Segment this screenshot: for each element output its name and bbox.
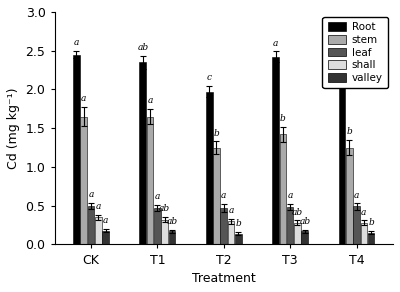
Text: a: a	[81, 94, 86, 103]
Bar	[213, 147, 220, 244]
Bar	[220, 208, 227, 244]
Text: b: b	[346, 127, 352, 136]
Bar	[368, 233, 374, 244]
Bar	[287, 207, 294, 244]
Bar	[161, 220, 168, 244]
X-axis label: Treatment: Treatment	[192, 272, 256, 285]
Text: c: c	[207, 74, 212, 82]
Text: a: a	[288, 191, 293, 200]
Text: b: b	[236, 219, 241, 228]
Bar	[272, 57, 279, 244]
Text: b: b	[368, 218, 374, 227]
Text: a: a	[148, 96, 153, 105]
Bar	[353, 206, 360, 244]
Legend: Root, stem, leaf, shall, valley: Root, stem, leaf, shall, valley	[322, 17, 388, 88]
Text: a: a	[228, 206, 234, 215]
Text: a: a	[155, 192, 160, 201]
Bar	[206, 92, 212, 244]
Bar	[360, 223, 367, 244]
Text: a: a	[74, 38, 79, 47]
Bar	[154, 208, 161, 244]
Text: a: a	[273, 39, 278, 48]
Bar	[73, 55, 80, 244]
Text: b: b	[280, 114, 286, 123]
Bar	[280, 134, 286, 244]
Text: a: a	[354, 190, 359, 199]
Text: a: a	[88, 190, 94, 199]
Bar	[80, 117, 87, 244]
Text: a: a	[221, 191, 226, 200]
Bar	[339, 80, 345, 244]
Y-axis label: Cd (mg kg⁻¹): Cd (mg kg⁻¹)	[7, 88, 20, 169]
Bar	[235, 234, 242, 244]
Text: ab: ab	[166, 217, 178, 226]
Bar	[147, 117, 154, 244]
Text: a: a	[103, 216, 108, 225]
Text: ab: ab	[299, 217, 310, 226]
Text: ab: ab	[137, 43, 148, 52]
Bar	[302, 231, 308, 244]
Bar	[346, 147, 352, 244]
Bar	[169, 231, 175, 244]
Text: a: a	[96, 202, 101, 211]
Text: b: b	[214, 128, 219, 138]
Text: ab: ab	[292, 208, 303, 217]
Text: bc: bc	[336, 60, 347, 69]
Bar	[88, 206, 94, 244]
Text: a: a	[361, 208, 366, 217]
Bar	[140, 62, 146, 244]
Bar	[228, 221, 234, 244]
Text: ab: ab	[159, 204, 170, 213]
Bar	[102, 230, 109, 244]
Bar	[95, 217, 102, 244]
Bar	[294, 223, 301, 244]
